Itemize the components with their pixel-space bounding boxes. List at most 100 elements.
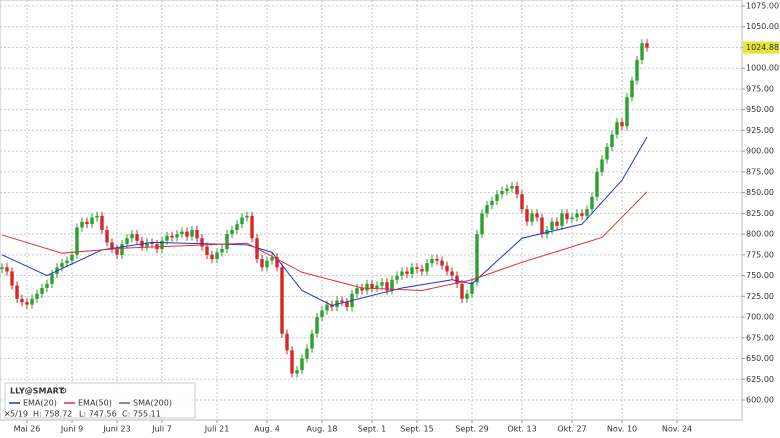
candle-body: [145, 242, 149, 247]
candle-body: [425, 263, 429, 272]
candle-body: [635, 59, 639, 81]
candle-body: [640, 43, 644, 60]
candle-body: [285, 333, 289, 351]
candle-body: [230, 229, 234, 235]
candle-body: [30, 298, 34, 305]
candle-body: [480, 213, 484, 235]
candle-body: [160, 240, 164, 250]
candle-body: [85, 221, 89, 225]
candle-body: [560, 213, 564, 226]
candle-body: [490, 200, 494, 206]
info-close: C: 755.11: [122, 410, 161, 419]
x-tick-label: Okt. 27: [557, 425, 586, 434]
candle-body: [260, 258, 264, 268]
candle-body: [535, 213, 539, 218]
candle-body: [465, 293, 469, 299]
legend-label: SMA(200): [133, 399, 172, 408]
y-tick-label: 925.00: [746, 126, 774, 135]
candle-body: [470, 282, 474, 294]
candle-body: [575, 213, 579, 218]
candle-body: [170, 235, 174, 238]
info-date: 5/19: [10, 410, 28, 419]
marks: [0, 39, 649, 378]
line-series: [1, 191, 648, 292]
candle-body: [135, 234, 139, 241]
candle-body: [280, 267, 284, 334]
candle-body: [305, 348, 309, 359]
candle-body: [175, 234, 179, 238]
candle-body: [590, 196, 594, 210]
gear-icon[interactable]: ⚙: [60, 387, 67, 396]
candle-body: [600, 159, 604, 172]
y-tick-label: 725.00: [746, 292, 774, 301]
candle-body: [605, 147, 609, 160]
candle-body: [20, 298, 24, 303]
x-tick-label: Juli 7: [151, 425, 172, 434]
candle-body: [570, 217, 574, 220]
candle-body: [435, 258, 439, 261]
line-series: [1, 136, 648, 306]
candle-body: [500, 190, 504, 195]
y-tick-label: 900.00: [746, 147, 774, 156]
candle-body: [245, 215, 249, 218]
candle-body: [455, 275, 459, 284]
legend: LLY@SMART ⚙ ✕ 5/19 H: 758.72 L: 747.56 C…: [4, 382, 196, 419]
y-tick-label: 775.00: [746, 250, 774, 259]
x-tick-label: Juni 23: [102, 425, 130, 434]
candle-body: [450, 271, 454, 276]
candle-body: [530, 213, 534, 222]
candle-body: [515, 185, 519, 195]
candle-body: [70, 254, 74, 261]
x-tick-label: Juli 21: [204, 425, 230, 434]
plot-area: [0, 0, 743, 421]
y-tick-label: 875.00: [746, 167, 774, 176]
x-tick-label: Mai 26: [14, 425, 41, 434]
candle-body: [525, 209, 529, 222]
candle-body: [190, 229, 194, 237]
candle-body: [585, 209, 589, 216]
candle-body: [95, 215, 99, 218]
candle-body: [25, 302, 29, 305]
candle-body: [200, 238, 204, 247]
candle-body: [395, 275, 399, 280]
x-tick-label: Sept. 15: [400, 425, 433, 434]
y-tick-label: 850.00: [746, 188, 774, 197]
candle-body: [520, 194, 524, 210]
x-tick-label: Sept. 29: [455, 425, 488, 434]
candle-body: [220, 249, 224, 253]
candle-body: [415, 267, 419, 269]
candle-body: [185, 231, 189, 237]
candle-body: [35, 293, 39, 299]
candle-body: [210, 254, 214, 259]
candle-body: [360, 288, 364, 291]
candle-body: [130, 234, 134, 239]
candle-body: [120, 244, 124, 255]
candle-body: [365, 283, 369, 291]
candle-body: [125, 238, 129, 245]
candle-body: [630, 80, 634, 98]
close-icon[interactable]: ✕: [4, 410, 11, 419]
candle-body: [105, 229, 109, 243]
candle-body: [405, 271, 409, 274]
candle-body: [270, 257, 274, 261]
candle-body: [150, 242, 154, 245]
y-tick-label: 950.00: [746, 105, 774, 114]
x-tick-label: Sept. 1: [358, 425, 386, 434]
candle-body: [40, 288, 44, 294]
candle-body: [315, 317, 319, 334]
y-tick-label: 600.00: [746, 396, 774, 405]
y-tick-label: 675.00: [746, 333, 774, 342]
candle-body: [165, 235, 169, 241]
candle-body: [205, 246, 209, 255]
candle-body: [310, 333, 314, 349]
candle-body: [445, 265, 449, 272]
candle-body: [0, 267, 4, 269]
candle-body: [610, 134, 614, 148]
candle-body: [485, 205, 489, 214]
candle-body: [235, 224, 239, 230]
candle-body: [580, 213, 584, 216]
candle-body: [100, 215, 104, 230]
last-price-label: 1024.88: [746, 43, 779, 52]
axis: 600.00 625.00 650.00 675.00 700.00 725.00 750.…: [14, 2, 779, 434]
